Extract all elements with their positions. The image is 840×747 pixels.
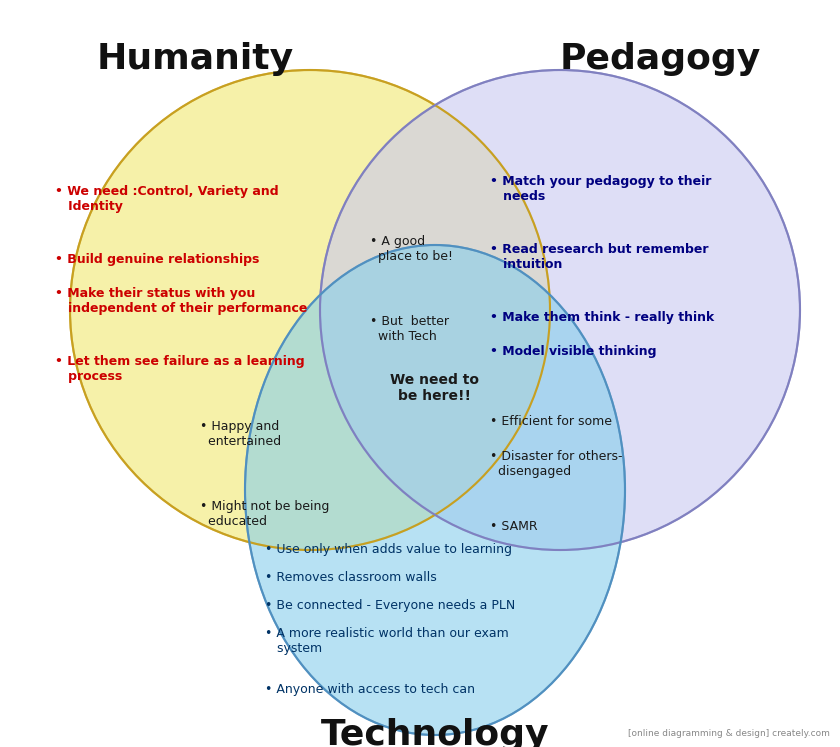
Text: • We need :Control, Variety and
   Identity: • We need :Control, Variety and Identity (55, 185, 279, 213)
Text: [online diagramming & design] creately.com: [online diagramming & design] creately.c… (628, 729, 830, 738)
Text: We need to
be here!!: We need to be here!! (391, 373, 480, 403)
Text: • A good
  place to be!: • A good place to be! (370, 235, 453, 263)
Text: • Anyone with access to tech can: • Anyone with access to tech can (265, 683, 475, 696)
Text: • Might not be being
  educated: • Might not be being educated (200, 500, 329, 528)
Text: • Make their status with you
   independent of their performance: • Make their status with you independent… (55, 287, 307, 315)
Text: • Model visible thinking: • Model visible thinking (490, 345, 657, 358)
Text: • A more realistic world than our exam
   system: • A more realistic world than our exam s… (265, 627, 509, 655)
Text: • Match your pedagogy to their
   needs: • Match your pedagogy to their needs (490, 175, 711, 203)
Text: • Use only when adds value to learning: • Use only when adds value to learning (265, 543, 512, 556)
Text: Pedagogy: Pedagogy (559, 42, 761, 76)
Ellipse shape (320, 70, 800, 550)
Text: • Removes classroom walls: • Removes classroom walls (265, 571, 437, 584)
Text: • Efficient for some: • Efficient for some (490, 415, 612, 428)
Text: • Let them see failure as a learning
   process: • Let them see failure as a learning pro… (55, 355, 305, 383)
Text: • SAMR: • SAMR (490, 520, 538, 533)
Text: Technology: Technology (321, 718, 549, 747)
Text: • Build genuine relationships: • Build genuine relationships (55, 253, 260, 266)
Text: • But  better
  with Tech: • But better with Tech (370, 315, 449, 343)
Text: • Read research but remember
   intuition: • Read research but remember intuition (490, 243, 708, 271)
Text: • Happy and
  entertained: • Happy and entertained (200, 420, 281, 448)
Text: Humanity: Humanity (97, 42, 293, 76)
Text: • Make them think - really think: • Make them think - really think (490, 311, 714, 324)
Ellipse shape (70, 70, 550, 550)
Text: • Disaster for others-
  disengaged: • Disaster for others- disengaged (490, 450, 622, 478)
Text: • Be connected - Everyone needs a PLN: • Be connected - Everyone needs a PLN (265, 599, 515, 612)
Ellipse shape (245, 245, 625, 735)
